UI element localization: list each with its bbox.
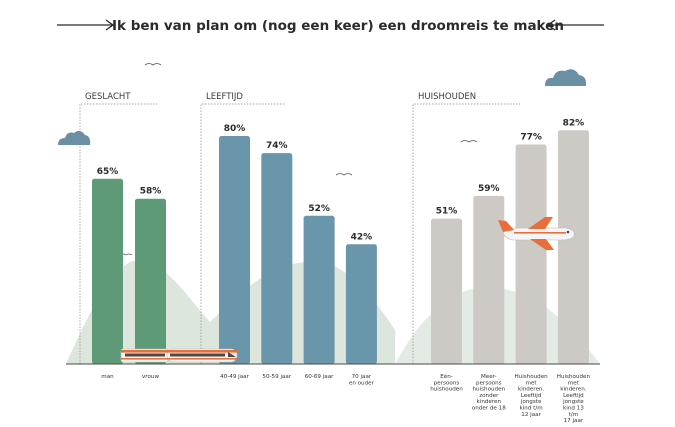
right-pointing-arrow-icon (105, 19, 115, 31)
category-label: Huishouden met kinderen. Leeftijd jongste kin… (514, 374, 548, 418)
category-label: man (101, 374, 114, 380)
bird-icon (335, 173, 353, 176)
airplane-icon (498, 217, 575, 250)
bar-huishouden-1 (473, 195, 505, 364)
bar-value-label: 59% (478, 184, 500, 194)
bird-icon (144, 63, 162, 66)
cloud-icon (58, 130, 91, 145)
group-label-leeftijd: LEEFTIJD (206, 92, 243, 102)
category-label: 60-69 jaar (305, 374, 334, 380)
bar-huishouden-2 (515, 144, 547, 364)
bar-huishouden-0 (431, 218, 462, 364)
group-brackets (79, 103, 520, 364)
group-label-huishouden: HUISHOUDEN (418, 92, 476, 102)
bars: 65% man 58% vrouw 80% 40-49 jaar 74% 50-59 jaar… (92, 118, 590, 424)
bracket-leeftijd (200, 103, 285, 364)
bar-geslacht-1 (135, 198, 166, 364)
chart-title: Ik ben van plan om (nog een keer) een dr… (112, 18, 564, 34)
cloud-icon (545, 69, 587, 86)
bar-leeftijd-0 (219, 136, 250, 364)
bracket-huishouden (412, 103, 520, 364)
train-icon (120, 348, 238, 363)
bar-value-label: 52% (308, 204, 330, 214)
bar-value-label: 42% (351, 232, 373, 242)
category-label: Huishouden met kinderen. Leeftijd jongste kin… (557, 374, 591, 424)
bar-value-label: 58% (140, 187, 162, 197)
bar-huishouden-3 (557, 130, 589, 364)
category-label: vrouw (142, 374, 159, 380)
category-label: 70 jaar en ouder (349, 374, 375, 386)
bar-value-label: 82% (563, 118, 585, 128)
category-label: 40-49 jaar (220, 374, 249, 380)
bar-leeftijd-1 (261, 153, 293, 364)
bar-value-label: 74% (266, 141, 288, 151)
group-label-geslacht: GESLACHT (85, 92, 131, 102)
bar-value-label: 80% (224, 124, 246, 134)
category-label: Meer-persoons huishouden zonder kinderen ond… (472, 374, 506, 412)
bar-leeftijd-3 (345, 244, 377, 364)
title-row: Ik ben van plan om (nog een keer) een dr… (57, 18, 604, 34)
bar-value-label: 77% (520, 133, 542, 143)
bar-value-label: 65% (97, 167, 119, 177)
bar-geslacht-0 (92, 178, 123, 364)
bar-leeftijd-2 (303, 215, 335, 364)
bird-icon (460, 140, 478, 143)
left-pointing-arrow-icon (546, 19, 556, 31)
category-label: Eén-persoons huishouden (430, 373, 463, 393)
bar-value-label: 51% (436, 207, 458, 217)
decorations (58, 63, 587, 256)
category-label: 50-59 jaar (262, 374, 291, 380)
